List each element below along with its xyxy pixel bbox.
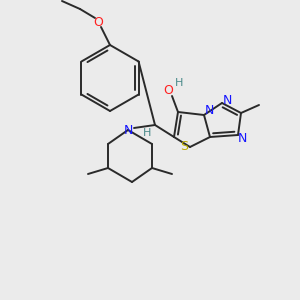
Text: N: N bbox=[123, 124, 133, 136]
Text: H: H bbox=[143, 128, 151, 138]
Text: N: N bbox=[222, 94, 232, 106]
Text: O: O bbox=[93, 16, 103, 29]
Text: O: O bbox=[163, 83, 173, 97]
Text: S: S bbox=[180, 140, 188, 154]
Text: N: N bbox=[204, 104, 214, 118]
Text: N: N bbox=[237, 131, 247, 145]
Text: H: H bbox=[175, 78, 183, 88]
